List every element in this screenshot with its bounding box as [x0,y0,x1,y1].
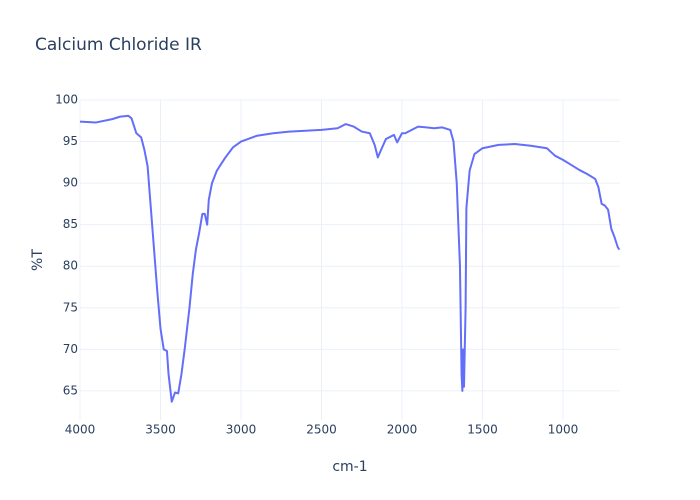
y-tick-label: 75 [63,300,78,314]
y-tick-label: 65 [63,383,78,397]
x-tick-label: 3500 [145,423,176,437]
x-axis-title: cm-1 [332,459,367,475]
y-tick-label: 90 [63,176,78,190]
x-tick-label: 3000 [226,423,257,437]
x-tick-label: 1500 [467,423,498,437]
chart-title: Calcium Chloride IR [35,35,202,55]
y-tick-label: 70 [63,342,78,356]
x-tick-label: 1000 [548,423,579,437]
x-tick-label: 4000 [65,423,96,437]
y-axis-title: %T [30,249,46,271]
y-tick-label: 85 [63,217,78,231]
y-tick-label: 95 [63,134,78,148]
y-tick-label: 80 [63,259,78,273]
y-tick-label: 100 [55,93,78,107]
x-tick-label: 2500 [306,423,337,437]
spectrum-line [79,114,621,403]
x-tick-label: 2000 [387,423,418,437]
